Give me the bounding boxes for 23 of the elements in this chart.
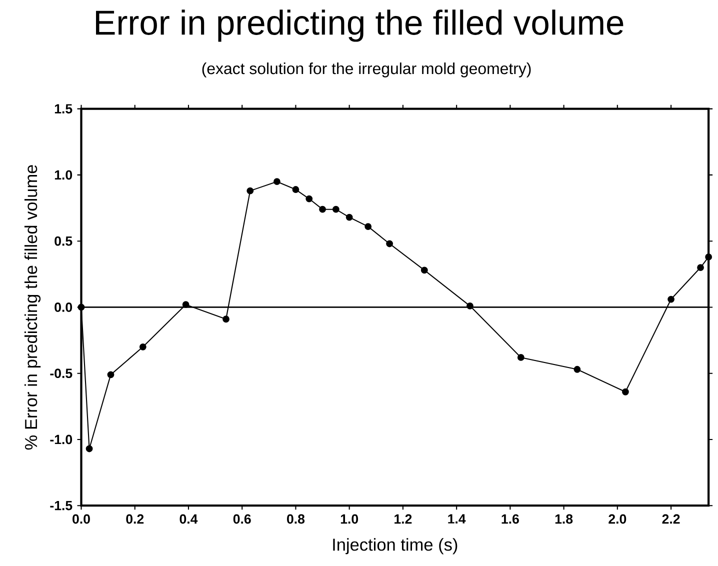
x-axis-title: Injection time (s) [333, 538, 458, 554]
x-tick-label: 1.4 [448, 514, 466, 524]
x-tick-label: 0.8 [287, 514, 305, 524]
x-tick-label: 2.0 [608, 514, 626, 524]
x-tick-label: 0.6 [233, 514, 251, 524]
y-tick-label: -1.5 [50, 500, 72, 510]
x-tick-label: 0.2 [126, 514, 144, 524]
chart-subtitle: (exact solution for the irregular mold geometry) [202, 62, 531, 78]
x-tick-label: 1.8 [555, 514, 573, 524]
y-tick-label: 0.0 [54, 302, 72, 312]
y-tick-label: 1.0 [54, 170, 72, 180]
x-tick-label: 1.0 [340, 514, 358, 524]
y-tick-label: 1.5 [54, 104, 72, 114]
y-tick-label: 0.5 [54, 236, 72, 246]
chart-title: Error in predicting the filled volume [96, 10, 624, 42]
y-axis-title: % Error in predicting the filled volume [24, 165, 41, 450]
x-tick-label: 1.2 [394, 514, 412, 524]
x-tick-label: 0.0 [72, 514, 90, 524]
x-tick-label: 1.6 [502, 514, 519, 524]
x-tick-label: 0.4 [180, 514, 198, 524]
x-tick-label: 2.2 [662, 514, 680, 524]
y-tick-label: -0.5 [50, 368, 72, 378]
y-tick-label: -1.0 [50, 434, 72, 444]
